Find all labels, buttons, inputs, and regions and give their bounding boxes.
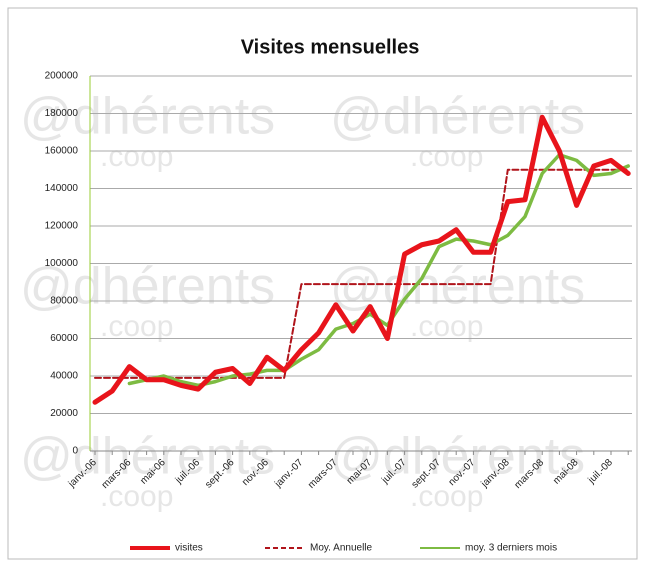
- watermark: @dhérents: [330, 88, 585, 146]
- series-line: [92, 114, 631, 405]
- y-tick-label: 80000: [50, 296, 78, 307]
- watermark: @dhérents: [20, 88, 275, 146]
- watermark: .coop: [100, 310, 173, 343]
- y-tick-label: 140000: [45, 183, 79, 194]
- watermark: @dhérents: [330, 428, 585, 486]
- y-tick-label: 200000: [45, 71, 79, 82]
- watermark: .coop: [100, 140, 173, 173]
- watermark: .coop: [410, 140, 483, 173]
- watermarks: @dhérents.coop@dhérents.coop@dhérents.co…: [20, 88, 585, 513]
- y-tick-label: 0: [72, 446, 78, 457]
- legend-label: Moy. Annuelle: [310, 543, 373, 554]
- y-tick-label: 60000: [50, 333, 78, 344]
- legend-label: moy. 3 derniers mois: [465, 543, 557, 554]
- legend-label: visites: [175, 543, 203, 554]
- y-tick-label: 180000: [45, 108, 79, 119]
- chart-title: Visites mensuelles: [241, 36, 420, 58]
- watermark: .coop: [410, 310, 483, 343]
- series-line: [94, 168, 630, 379]
- watermark: .coop: [410, 480, 483, 513]
- watermark: .coop: [100, 480, 173, 513]
- y-tick-label: 20000: [50, 408, 78, 419]
- watermark: @dhérents: [20, 428, 275, 486]
- y-tick-label: 100000: [45, 258, 79, 269]
- y-tick-label: 120000: [45, 221, 79, 232]
- y-tick-label: 40000: [50, 371, 78, 382]
- y-tick-label: 160000: [45, 146, 79, 157]
- watermark: @dhérents: [20, 258, 275, 316]
